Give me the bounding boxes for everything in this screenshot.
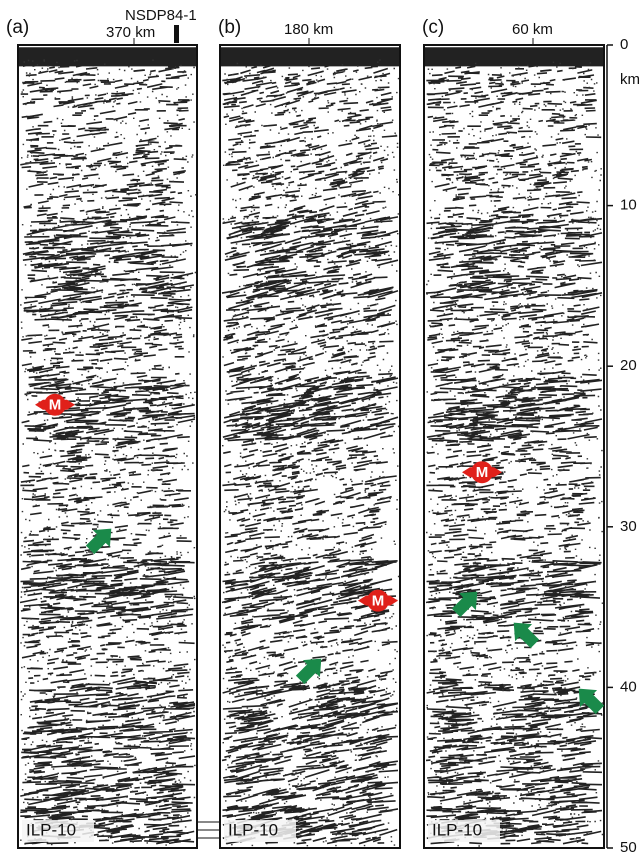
line-label: ILP-10: [228, 820, 278, 839]
panel-label: (b): [218, 17, 241, 38]
tick-label: 0: [620, 36, 628, 53]
seismic-reflections: [19, 48, 196, 844]
moho-label: M: [476, 464, 489, 481]
seismic-texture: [19, 48, 603, 846]
distance-label: 180 km: [284, 21, 333, 38]
well-label: NSDP84-1: [125, 7, 197, 24]
distance-label: 370 km: [106, 24, 155, 41]
axis-unit: km: [620, 71, 640, 88]
tick-label: 10: [620, 197, 637, 214]
tick-label: 20: [620, 357, 637, 374]
moho-marker: M: [462, 461, 502, 483]
figure: (a) NSDP84-1 370 km (b) 180 km (c) 60 km…: [0, 0, 644, 856]
tick-label: 40: [620, 678, 637, 695]
tick-label: 50: [620, 839, 637, 856]
line-label: ILP-10: [432, 820, 482, 839]
moho-label: M: [49, 397, 62, 414]
panel-label: (c): [422, 17, 444, 38]
moho-label: M: [372, 593, 385, 610]
tick-label: 30: [620, 518, 637, 535]
line-label: ILP-10: [26, 820, 76, 839]
seismic-reflections: [221, 48, 399, 844]
well-marker: [174, 25, 179, 43]
distance-label: 60 km: [512, 21, 553, 38]
panel-label: (a): [6, 17, 29, 38]
